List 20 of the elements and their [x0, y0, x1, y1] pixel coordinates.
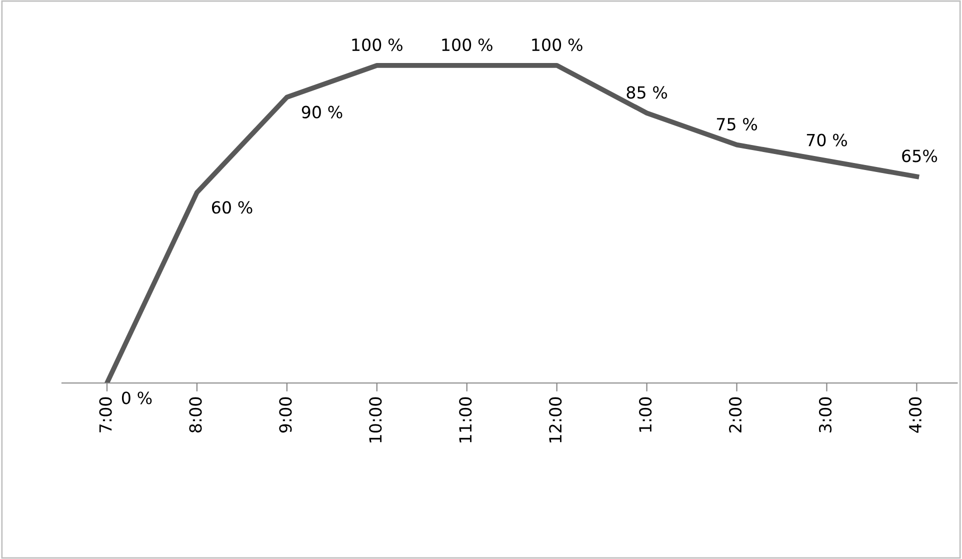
x-tick-label: 2:00	[728, 397, 742, 432]
x-tick-label: 1:00	[639, 397, 652, 432]
x-tick-label: 10:00	[369, 397, 382, 442]
x-tick-label: 12:00	[549, 397, 562, 442]
x-tick-label: 7:00	[99, 397, 112, 432]
x-tick-label: 9:00	[279, 397, 292, 433]
data-label: 90 %	[302, 106, 342, 118]
data-label: 100 %	[352, 38, 402, 52]
x-tick-label: 8:00	[189, 397, 202, 432]
data-label: 0 %	[122, 392, 152, 404]
data-label: 60 %	[212, 201, 252, 214]
data-label: 85 %	[626, 86, 668, 99]
data-label: 100 %	[442, 38, 492, 52]
data-label: 100 %	[532, 38, 582, 52]
x-tick-label: 11:00	[459, 397, 472, 442]
x-tick-label: 3:00	[818, 397, 832, 432]
data-label: 70 %	[806, 134, 847, 146]
data-label: 65%	[902, 150, 938, 162]
data-label: 75 %	[716, 118, 758, 130]
x-tick-label: 4:00	[908, 397, 922, 433]
